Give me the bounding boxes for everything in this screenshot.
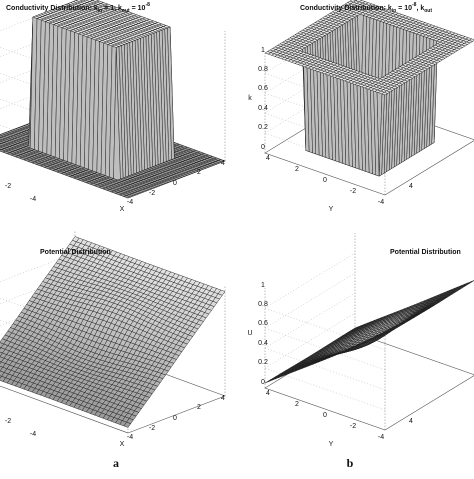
page: {"panels": [ {"title": ["Conductivity Di…	[0, 0, 474, 474]
figure: Conductivity Distribution: kin = 1, kout…	[0, 0, 474, 474]
